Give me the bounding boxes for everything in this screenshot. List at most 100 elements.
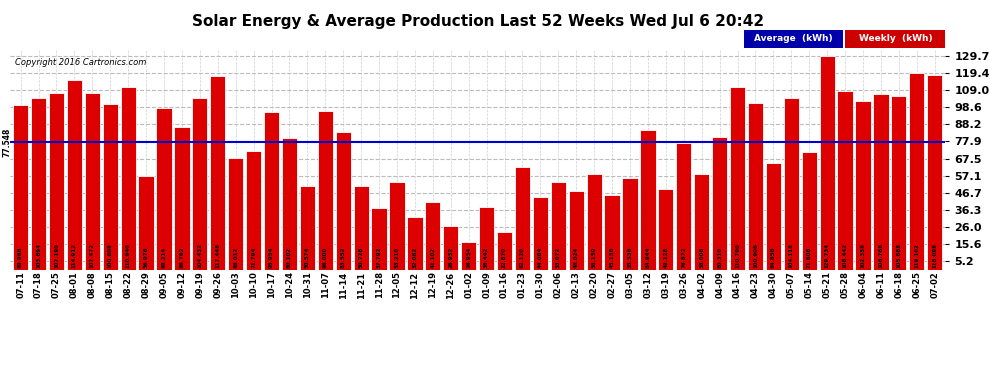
Bar	[641, 130, 655, 270]
Bar	[174, 127, 189, 270]
Text: 83.552: 83.552	[341, 246, 346, 267]
Bar	[407, 217, 423, 270]
Text: 53.072: 53.072	[555, 246, 560, 267]
Bar	[210, 76, 226, 270]
Text: 86.762: 86.762	[179, 246, 184, 267]
Text: 77.548: 77.548	[3, 127, 12, 157]
Bar	[891, 96, 907, 270]
Text: 80.310: 80.310	[717, 246, 722, 267]
Text: 129.734: 129.734	[825, 242, 830, 267]
Text: 76.872: 76.872	[681, 246, 686, 267]
Text: 105.668: 105.668	[896, 242, 901, 267]
Bar	[623, 178, 638, 270]
Text: 64.858: 64.858	[771, 246, 776, 267]
Text: 100.906: 100.906	[753, 243, 758, 267]
Bar	[353, 186, 369, 270]
Bar	[264, 112, 279, 270]
Text: 118.098: 118.098	[933, 243, 938, 267]
Bar	[336, 132, 350, 270]
Bar	[909, 74, 925, 270]
Bar	[533, 197, 548, 270]
Text: 99.968: 99.968	[18, 246, 23, 267]
Text: 16.934: 16.934	[466, 246, 471, 267]
Text: 50.728: 50.728	[358, 246, 363, 267]
Text: 62.120: 62.120	[520, 246, 525, 267]
Text: 102.358: 102.358	[860, 243, 865, 267]
Bar	[927, 75, 942, 270]
Text: 98.214: 98.214	[161, 246, 166, 267]
Text: 45.136: 45.136	[610, 246, 615, 267]
Text: 22.870: 22.870	[502, 246, 507, 267]
Text: 53.210: 53.210	[395, 246, 400, 267]
Bar	[873, 94, 889, 270]
Bar	[479, 207, 494, 270]
Bar	[247, 152, 261, 270]
Bar	[300, 186, 315, 270]
Text: 110.790: 110.790	[735, 243, 741, 267]
Bar	[282, 138, 297, 270]
Text: 71.794: 71.794	[251, 246, 256, 267]
Text: 96.000: 96.000	[323, 246, 328, 267]
Bar	[820, 56, 835, 270]
Text: 49.128: 49.128	[663, 246, 668, 267]
Text: 114.912: 114.912	[72, 243, 77, 267]
Bar	[139, 176, 153, 270]
Bar	[855, 101, 870, 270]
Text: 107.190: 107.190	[54, 243, 59, 267]
Bar	[371, 208, 387, 270]
Bar	[586, 174, 602, 270]
Bar	[426, 202, 441, 270]
Text: 119.102: 119.102	[915, 243, 920, 267]
Text: 44.064: 44.064	[538, 246, 543, 267]
Text: 50.574: 50.574	[305, 246, 310, 267]
Text: 58.150: 58.150	[592, 246, 597, 267]
Bar	[730, 87, 745, 270]
Text: 32.062: 32.062	[413, 246, 418, 267]
Bar	[802, 152, 817, 270]
Text: 80.102: 80.102	[287, 246, 292, 267]
Text: 106.766: 106.766	[878, 242, 883, 267]
Text: 103.894: 103.894	[36, 242, 41, 267]
Text: 68.012: 68.012	[234, 246, 239, 267]
Bar	[13, 105, 29, 270]
Text: 26.932: 26.932	[448, 246, 453, 267]
Bar	[49, 93, 64, 270]
Text: 107.472: 107.472	[90, 243, 95, 267]
Bar	[784, 98, 799, 270]
Bar	[550, 182, 566, 270]
Bar	[85, 93, 100, 270]
Bar	[156, 108, 171, 270]
Bar	[766, 163, 781, 270]
Bar	[747, 104, 763, 270]
Bar	[497, 232, 512, 270]
Bar	[694, 174, 709, 270]
Bar	[66, 80, 82, 270]
Bar	[228, 158, 244, 270]
Bar	[31, 99, 47, 270]
Bar	[658, 189, 673, 270]
Text: 58.008: 58.008	[699, 246, 704, 267]
Bar	[605, 195, 620, 270]
Bar	[121, 87, 136, 270]
Bar	[444, 225, 458, 270]
Text: 110.940: 110.940	[126, 243, 131, 267]
Text: 95.954: 95.954	[269, 246, 274, 267]
Text: Copyright 2016 Cartronics.com: Copyright 2016 Cartronics.com	[15, 58, 146, 67]
Bar	[389, 182, 405, 270]
Bar	[838, 91, 852, 270]
Bar	[515, 167, 530, 270]
Text: 104.432: 104.432	[197, 243, 202, 267]
Text: 55.536: 55.536	[628, 246, 633, 267]
Bar	[712, 137, 728, 270]
Text: 84.944: 84.944	[645, 246, 650, 267]
Text: 108.442: 108.442	[842, 243, 847, 267]
Text: 117.448: 117.448	[215, 242, 221, 267]
Bar	[568, 191, 584, 270]
Text: 41.102: 41.102	[431, 246, 436, 267]
Text: 38.442: 38.442	[484, 246, 489, 267]
Text: 48.024: 48.024	[574, 246, 579, 267]
Text: 104.118: 104.118	[789, 243, 794, 267]
Bar	[676, 143, 691, 270]
Title: Solar Energy & Average Production Last 52 Weeks Wed Jul 6 20:42: Solar Energy & Average Production Last 5…	[192, 14, 763, 29]
Bar	[103, 104, 118, 270]
